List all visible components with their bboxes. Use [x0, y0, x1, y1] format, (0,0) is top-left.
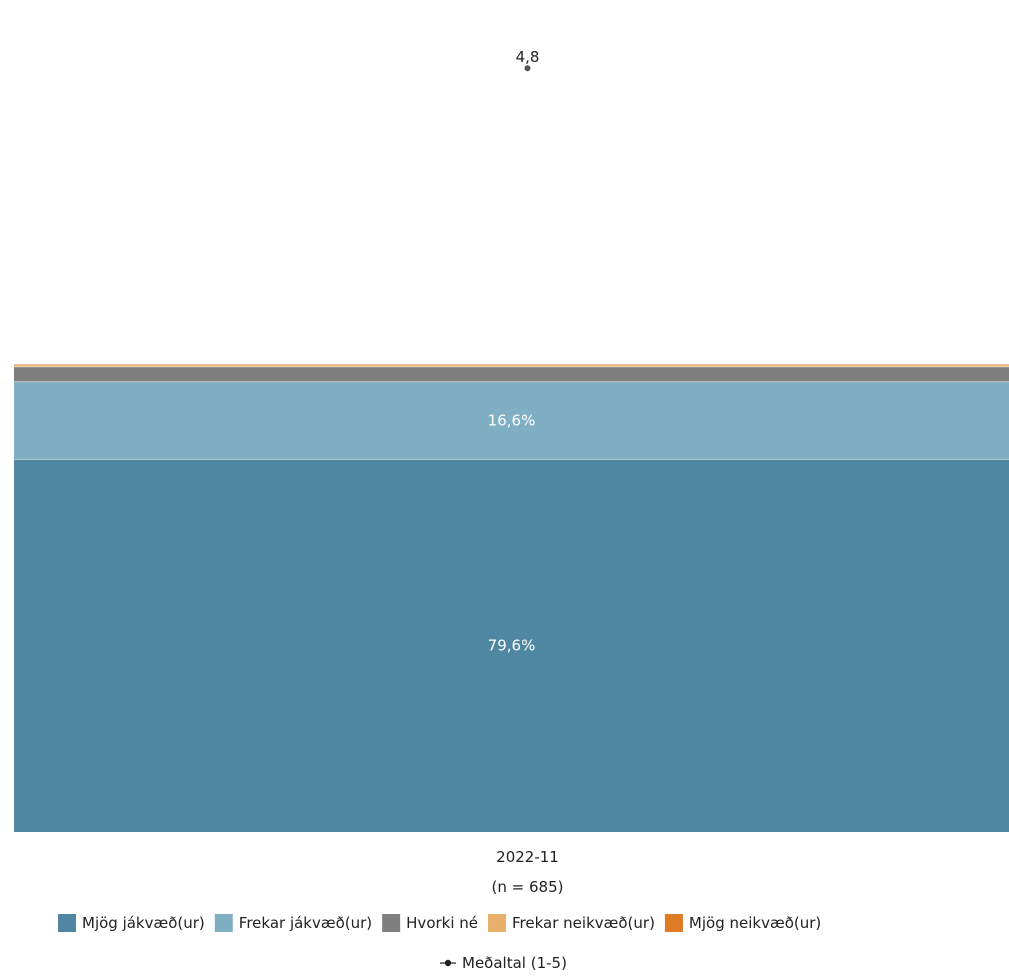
bar-label-group: 79,6% 16,6%: [488, 412, 536, 655]
mean-value-label: 4,8: [516, 48, 540, 66]
bar-segment-1: [14, 459, 1009, 832]
legend-label-1: Mjög jákvæð(ur): [82, 914, 205, 932]
bar-segment-4: [14, 364, 1009, 367]
legend-swatch-1: [58, 914, 76, 932]
legend-label-4: Frekar neikvæð(ur): [512, 914, 655, 932]
category-count-label: (n = 685): [492, 878, 564, 896]
legend-swatch-2: [214, 914, 233, 932]
bar-segment-3: [14, 366, 1009, 382]
legend-mean-label: Meðaltal (1-5): [462, 954, 567, 972]
category-label: 2022-11: [496, 848, 559, 866]
mean-marker-group: 4,8: [516, 48, 540, 72]
category-axis: 2022-11 (n = 685): [492, 848, 564, 896]
legend-label-3: Hvorki né: [406, 914, 478, 932]
legend-label-2: Frekar jákvæð(ur): [239, 914, 372, 932]
legend-label-5: Mjög neikvæð(ur): [689, 914, 821, 932]
legend-swatch-3: [382, 914, 401, 932]
legend: Mjög jákvæð(ur) Frekar jákvæð(ur) Hvorki n…: [58, 914, 821, 972]
legend-swatch-5: [664, 914, 683, 932]
bar-group: [14, 364, 1009, 832]
bar-segment-label: 79,6%: [488, 637, 536, 655]
mean-point: [524, 65, 531, 72]
legend-mean-dot: [444, 959, 452, 967]
bar-segment-2: [14, 381, 1009, 460]
bar-segment-label: 16,6%: [488, 412, 536, 430]
legend-swatch-4: [488, 914, 507, 932]
